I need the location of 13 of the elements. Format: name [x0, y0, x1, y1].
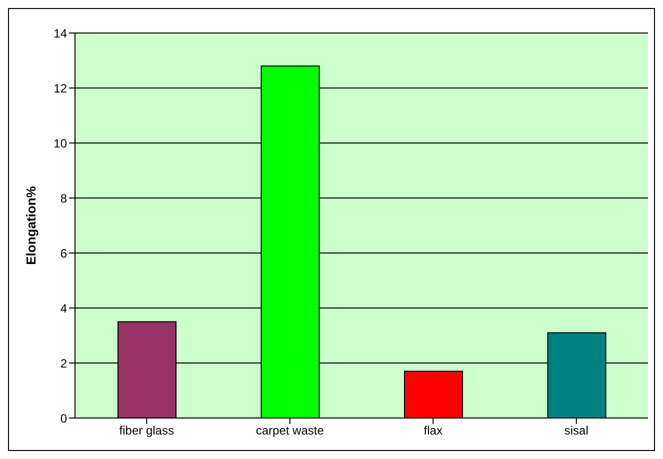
x-tick-label: sisal — [564, 424, 588, 438]
y-tick-label: 10 — [54, 136, 68, 150]
y-tick-label: 0 — [60, 411, 68, 426]
y-tick-label: 14 — [54, 26, 68, 40]
x-tick-label: fiber glass — [119, 424, 174, 438]
y-tick-label: 2 — [60, 356, 68, 370]
y-axis-title: Elongation% — [24, 186, 39, 265]
x-tick-label: flax — [424, 424, 442, 438]
y-tick-label: 12 — [54, 81, 68, 96]
y-tick-label: 4 — [60, 301, 68, 316]
y-tick-label: 8 — [60, 191, 68, 206]
y-tick-label: 6 — [60, 246, 68, 260]
x-tick-label: carpet waste — [256, 424, 324, 438]
